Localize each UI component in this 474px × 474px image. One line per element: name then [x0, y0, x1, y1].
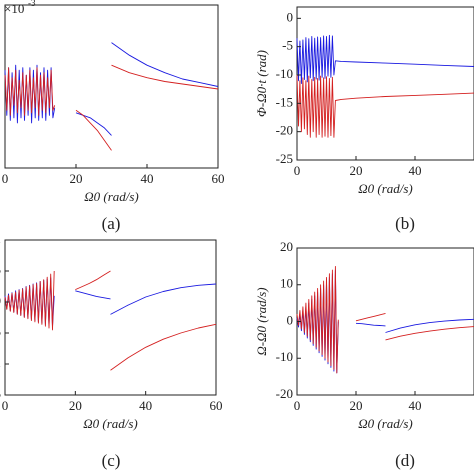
x-axis-label: Ω0 (rad/s) [83, 416, 138, 431]
y-tick-label: 20 [280, 239, 293, 254]
panel-caption: (c) [102, 451, 121, 470]
data-line [4, 42, 219, 136]
x-tick-label: 40 [409, 163, 422, 178]
x-tick-label: 20 [350, 163, 363, 178]
y-tick-label: -5 [282, 38, 293, 53]
y-tick-label: 0.1 [0, 231, 1, 246]
data-line [4, 270, 217, 371]
data-line [4, 64, 219, 151]
y-tick-label: -20 [276, 386, 293, 401]
y-tick-label: 0 [287, 312, 294, 327]
x-tick-label: 0 [2, 398, 9, 413]
y-tick-label: -20 [276, 123, 293, 138]
y-tick-label: -0.15 [0, 386, 1, 401]
y-tick-label: -10 [276, 349, 293, 364]
x-axis-label: Ω0 (rad/s) [84, 189, 139, 204]
x-tick-label: 60 [210, 398, 223, 413]
y-tick-label: -15 [276, 94, 293, 109]
y-tick-label: 10 [280, 276, 293, 291]
plot-frame [4, 239, 217, 396]
x-tick-label: 20 [350, 398, 363, 413]
y-exponent-power: -3 [28, 0, 36, 8]
y-axis-label: Ω-Ω0 (rad/s) [254, 287, 269, 355]
y-tick-label: 0.05 [0, 262, 1, 277]
x-tick-label: 40 [139, 398, 152, 413]
y-tick-label: -0.1 [0, 355, 1, 370]
y-tick-label: -25 [276, 151, 293, 166]
y-tick-label: 0 [0, 293, 1, 308]
plot-frame [296, 247, 474, 396]
x-tick-label: 0 [294, 163, 301, 178]
panel-caption: (a) [102, 214, 121, 233]
y-tick-label: -10 [276, 66, 293, 81]
y-axis-label: Φ-Ω0·t (rad) [254, 50, 269, 117]
x-tick-label: 40 [141, 171, 154, 186]
y-tick-label: 0 [287, 9, 294, 24]
x-tick-label: 0 [294, 398, 301, 413]
x-axis-label: Ω0 (rad/s) [358, 416, 413, 431]
data-line [296, 74, 474, 138]
plot-frame [4, 4, 219, 169]
x-tick-label: 20 [69, 398, 82, 413]
data-line [296, 34, 474, 84]
x-tick-label: 40 [409, 398, 422, 413]
x-axis-label: Ω0 (rad/s) [358, 181, 413, 196]
y-exponent-base: ×10 [4, 1, 24, 16]
panel-caption: (d) [395, 451, 415, 470]
y-tick-label: -0.05 [0, 324, 1, 339]
data-line [296, 265, 474, 374]
x-tick-label: 20 [70, 171, 83, 186]
panel-caption: (b) [395, 214, 415, 233]
x-tick-label: 60 [212, 171, 225, 186]
x-tick-label: 0 [2, 171, 9, 186]
